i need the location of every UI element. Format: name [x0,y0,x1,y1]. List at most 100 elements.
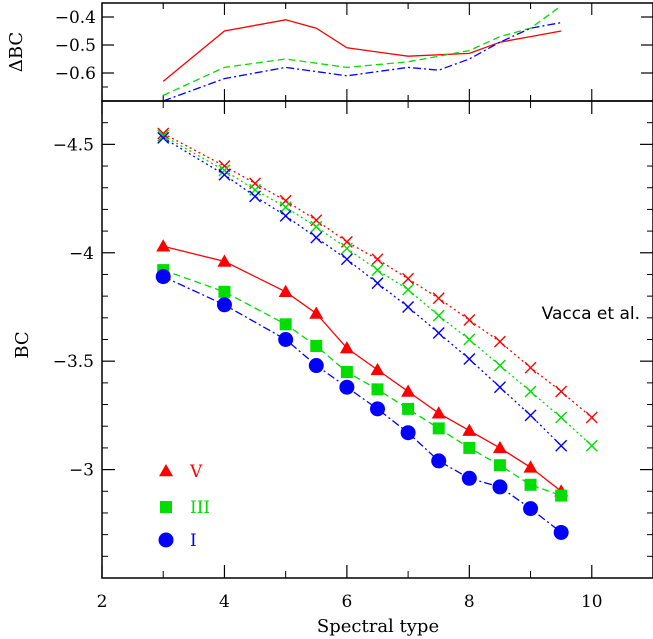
ytick-label: −4.5 [53,135,94,155]
series-line-IIIv [162,135,593,447]
data-point-I [400,425,416,441]
legend-label-III: III [190,498,210,518]
data-point-IIIv [157,129,170,142]
data-point-Vv [249,177,262,190]
legend-marker-V [159,464,173,477]
data-point-Iv [371,277,384,290]
main-series [155,127,598,540]
data-point-IIIv [279,201,292,214]
ytick-label: −4 [69,244,94,264]
legend-marker-I [158,532,174,548]
data-point-Vv [371,253,384,266]
data-point-Iv [249,190,262,203]
data-point-Iv [402,300,415,313]
top-ytick-label: −0.4 [55,8,96,28]
data-point-V [217,254,232,267]
data-point-Vv [463,313,476,326]
top-ticks: −0.4 −0.5 −0.6 [55,3,653,101]
data-point-IIIv [463,333,476,346]
data-point-IIIv [432,309,445,322]
data-point-III [218,285,231,298]
top-series [162,5,562,102]
data-point-I [339,379,355,395]
data-point-I [461,470,477,486]
data-point-V [401,384,416,397]
data-point-Iv [279,209,292,222]
data-point-Vv [310,214,323,227]
main-frame [101,100,653,579]
data-point-I [553,524,569,540]
data-point-III [524,478,537,491]
data-point-V [370,362,385,376]
data-point-III [432,422,445,435]
data-point-Vv [279,194,292,207]
data-point-Vv [402,272,415,285]
data-point-III [555,489,568,502]
data-point-Iv [340,253,353,266]
data-point-Vv [585,411,598,424]
xtick-label: 8 [464,592,475,612]
xtick-label: 10 [581,592,603,612]
data-point-V [523,460,538,473]
data-point-IIIv [555,411,568,424]
ytick-label: −3.5 [53,352,94,372]
top-panel: −0.4 −0.5 −0.6 ΔBC [6,2,653,102]
xtick-label: 2 [97,592,108,612]
y-axis-label: BC [12,331,33,358]
legend-label-V: V [189,462,203,482]
data-point-Iv [157,131,170,144]
data-point-Iv [555,439,568,452]
xtick-label: 4 [219,592,230,612]
data-point-III [279,318,292,331]
top-y-axis-label: ΔBC [6,32,27,72]
data-point-Iv [432,327,445,339]
series-line-V [163,245,562,492]
top-series-line-III [162,5,562,96]
data-point-I [431,453,447,469]
top-series-line-I [162,21,562,102]
data-point-V [492,440,507,454]
data-point-IIIv [524,385,537,398]
data-point-V [309,306,324,319]
top-series-line-V [162,19,562,82]
data-point-Vv [493,335,506,348]
main-ticks: 2 4 6 8 10 −4.5 −4 −3.5 −3 [53,100,653,612]
data-point-IIIv [310,220,323,233]
data-point-I [370,401,385,417]
data-point-Iv [310,231,323,244]
data-point-I [155,269,171,285]
data-point-IIIv [340,242,353,255]
data-point-IIIv [218,164,231,177]
xtick-label: 6 [341,592,352,612]
main-panel: 2 4 6 8 10 −4.5 −4 −3.5 −3 BC Spectral type Vacc… [12,100,653,637]
data-point-I [216,297,232,313]
data-point-III [340,366,353,379]
data-point-I [523,501,539,517]
data-point-V [462,423,477,436]
ytick-label: −3 [69,461,94,481]
annotation-vacca: Vacca et al. [542,304,640,324]
x-axis-label: Spectral type [317,616,439,637]
data-point-I [492,479,508,495]
data-point-I [278,332,294,347]
top-ytick-label: −0.6 [55,64,96,84]
data-point-Vv [524,361,537,374]
data-point-III [493,459,506,472]
data-point-IIIv [249,183,262,196]
data-point-V [156,239,171,252]
data-point-IIIv [371,264,384,277]
legend-label-I: I [190,531,197,551]
data-point-Vv [218,160,231,173]
data-point-IIIv [585,439,598,452]
data-point-IIIv [402,283,415,296]
data-point-IIIv [493,359,506,372]
legend-marker-III [160,501,172,513]
data-point-Iv [463,353,476,366]
top-ytick-label: −0.5 [55,36,96,56]
data-point-III [463,441,476,454]
data-point-V [278,284,293,298]
data-point-V [339,341,354,354]
data-point-Vv [555,385,568,398]
